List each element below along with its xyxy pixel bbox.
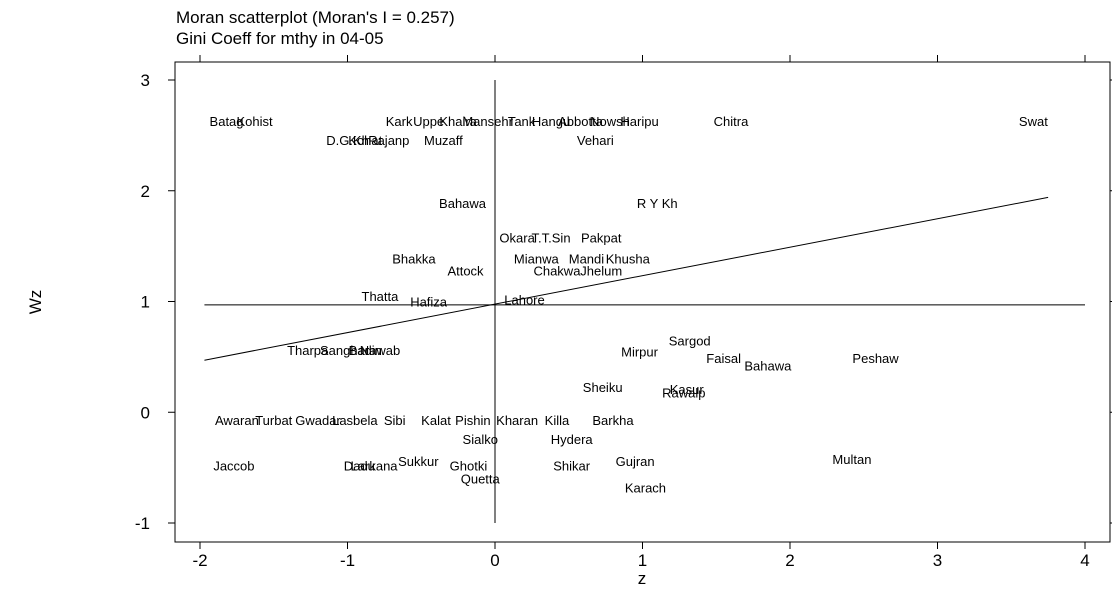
- point-label: Swat: [1019, 114, 1048, 129]
- point-label: Sanghar: [320, 343, 370, 358]
- reference-lines: [204, 80, 1085, 523]
- chart-subtitle: Gini Coeff for mthy in 04-05: [176, 29, 384, 48]
- y-tick-label: 3: [141, 71, 150, 90]
- point-label: Pishin: [455, 413, 490, 428]
- point-label: Larkana: [351, 458, 399, 473]
- point-label: Dadu: [344, 458, 375, 473]
- x-tick-label: 3: [933, 551, 942, 570]
- point-label: Chitra: [714, 114, 749, 129]
- point-label: Muzaff: [424, 133, 463, 148]
- point-label: Jhelum: [580, 263, 622, 278]
- point-label: Awaran: [215, 413, 259, 428]
- point-label: Gwadar: [295, 413, 341, 428]
- point-label: Abbotta: [558, 114, 604, 129]
- y-tick-label: 2: [141, 182, 150, 201]
- point-label: Karach: [625, 481, 666, 496]
- point-label: Chakwa: [533, 263, 581, 278]
- point-label: Jaccob: [213, 458, 254, 473]
- point-label: Lasbela: [332, 413, 378, 428]
- point-label: Gujran: [616, 454, 655, 469]
- point-label: Attock: [447, 263, 484, 278]
- point-label: Peshaw: [852, 351, 899, 366]
- point-label: Rajanp: [368, 133, 409, 148]
- point-label: Batag: [210, 114, 244, 129]
- x-tick-label: 1: [638, 551, 647, 570]
- point-label: Barkha: [592, 413, 634, 428]
- axis-ticks: [168, 55, 1112, 549]
- point-label: Pakpat: [581, 230, 622, 245]
- point-label: Haripu: [620, 114, 658, 129]
- point-label: Kohist: [237, 114, 274, 129]
- x-axis-label: z: [638, 569, 647, 588]
- x-tick-label: 4: [1080, 551, 1089, 570]
- point-label: Uppe: [413, 114, 444, 129]
- point-label: Sibi: [384, 413, 406, 428]
- y-axis-label: Wz: [26, 290, 45, 315]
- point-label: Sukkur: [398, 454, 439, 469]
- point-label: Nawab: [360, 343, 400, 358]
- point-label: Bahawa: [744, 359, 792, 374]
- point-label: Kohat: [348, 133, 382, 148]
- point-label: Badin: [349, 343, 382, 358]
- point-label: Shikar: [553, 458, 591, 473]
- x-tick-label: 0: [490, 551, 499, 570]
- point-label: Khusha: [606, 251, 651, 266]
- point-label: Hangu: [532, 114, 570, 129]
- point-label: Hafiza: [410, 295, 448, 310]
- point-label: Kasur: [670, 382, 705, 397]
- point-label: R Y Kh: [637, 196, 678, 211]
- point-label: Faisal: [706, 351, 741, 366]
- x-tick-label: 2: [785, 551, 794, 570]
- point-label: Ghotki: [450, 458, 488, 473]
- y-tick-label: 0: [141, 403, 150, 422]
- y-tick-label: -1: [135, 514, 150, 533]
- point-label: Sheiku: [583, 380, 623, 395]
- point-label: Okara: [499, 230, 535, 245]
- point-label: Mirpur: [621, 344, 659, 359]
- plot-frame: [174, 61, 1111, 543]
- point-label: Turbat: [255, 413, 292, 428]
- point-label: Bahawa: [439, 196, 487, 211]
- x-tick-label: -2: [192, 551, 207, 570]
- point-label: Nowsh: [590, 114, 630, 129]
- point-label: Kalat: [421, 413, 451, 428]
- point-label: Killa: [545, 413, 570, 428]
- x-tick-label: -1: [340, 551, 355, 570]
- point-label: T.T.Sin: [532, 230, 571, 245]
- point-label: Sargod: [669, 333, 711, 348]
- point-label: Hydera: [551, 432, 594, 447]
- chart-title: Moran scatterplot (Moran's I = 0.257): [176, 8, 455, 27]
- point-label: Lahore: [504, 292, 544, 307]
- point-label: Mansehr: [462, 114, 513, 129]
- point-label: Quetta: [461, 472, 501, 487]
- tick-labels: -2 -1 0 1 2 3 4 -1 0 1 2 3: [135, 71, 1090, 570]
- point-label: Rawalp: [662, 385, 705, 400]
- point-label: Tharpa: [287, 343, 329, 358]
- point-label: Tank: [508, 114, 536, 129]
- point-label: Bhakka: [392, 251, 436, 266]
- point-label: Kark: [386, 114, 413, 129]
- point-label: Mianwa: [514, 251, 560, 266]
- point-label: Kharan: [496, 413, 538, 428]
- point-label: Multan: [832, 452, 871, 467]
- point-label: Thatta: [362, 289, 400, 304]
- point-label: D.G.Kh: [326, 133, 369, 148]
- regression-line: [204, 196, 1049, 361]
- y-tick-label: 1: [141, 293, 150, 312]
- point-label: Vehari: [577, 133, 614, 148]
- point-label: Khaira: [439, 114, 477, 129]
- point-label: Mandi: [569, 251, 605, 266]
- point-label: Sialko: [463, 432, 498, 447]
